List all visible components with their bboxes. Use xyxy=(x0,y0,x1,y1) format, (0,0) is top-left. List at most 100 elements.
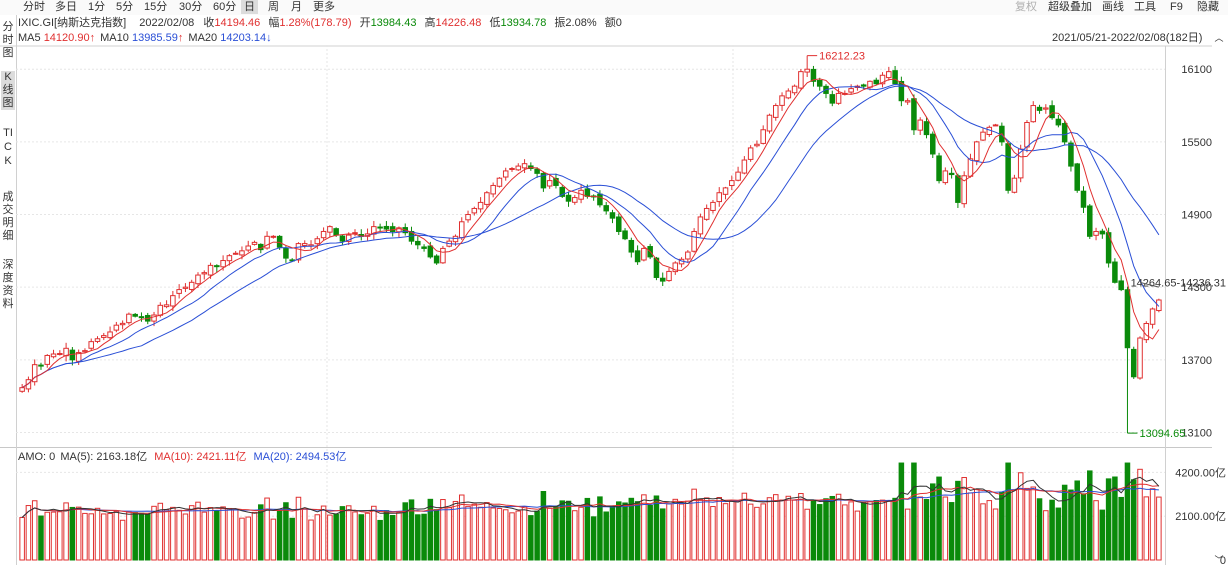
volume-bar-94 xyxy=(609,506,616,561)
candle-body-47 xyxy=(314,238,321,245)
period-tab-9[interactable]: 月 xyxy=(291,1,302,13)
candle-body-176 xyxy=(1124,289,1131,349)
price-tick-5: 16100 xyxy=(1181,64,1212,76)
volume-bar-71 xyxy=(465,505,471,561)
volume-bar-168 xyxy=(1074,480,1080,561)
candle-body-87 xyxy=(565,194,572,202)
volume-bar-14 xyxy=(107,513,113,561)
period-tab-6[interactable]: 60分 xyxy=(213,1,237,13)
candle-body-166 xyxy=(1061,122,1068,143)
candle-body-140 xyxy=(898,80,905,102)
candle-body-124 xyxy=(798,71,804,89)
candle-body-175 xyxy=(1118,280,1124,291)
volume-bar-135 xyxy=(867,501,873,561)
volume-bar-40 xyxy=(270,518,277,561)
candle-body-13 xyxy=(101,335,107,338)
volume-bar-165 xyxy=(1055,507,1062,561)
sidebar-item-0[interactable]: 分时图 xyxy=(2,21,14,59)
volume-bar-122 xyxy=(785,495,792,561)
volume-bar-107 xyxy=(691,488,697,561)
open-label: 开 xyxy=(359,17,371,29)
toolbar-button-5[interactable]: 隐藏 xyxy=(1197,1,1219,13)
candle-body-114 xyxy=(735,171,741,181)
volume-bar-159 xyxy=(1017,472,1024,561)
volume-bar-84 xyxy=(546,507,553,561)
sidebar-item-2[interactable]: TICK xyxy=(3,127,13,167)
period-tab-5[interactable]: 30分 xyxy=(179,1,203,13)
toolbar-button-2[interactable]: 画线 xyxy=(1102,1,1124,13)
toolbar-button-1[interactable]: 超级叠加 xyxy=(1048,1,1092,13)
volume-bar-121 xyxy=(779,499,785,561)
volume-bar-4 xyxy=(44,511,51,561)
period-tab-1[interactable]: 多日 xyxy=(55,1,77,13)
collapse-down-icon[interactable]: ﹀ xyxy=(1214,555,1224,565)
volume-bar-18 xyxy=(132,512,138,561)
period-tab-2[interactable]: 1分 xyxy=(88,1,106,13)
candle-body-163 xyxy=(1043,107,1049,110)
candle-body-116 xyxy=(747,147,754,160)
period-tab-3[interactable]: 5分 xyxy=(116,1,134,13)
volume-bar-160 xyxy=(1024,487,1030,561)
volume-bar-99 xyxy=(641,494,647,561)
volume-bar-109 xyxy=(703,497,710,561)
volume-bar-41 xyxy=(276,510,283,561)
candle-body-78 xyxy=(509,168,515,171)
candle-body-158 xyxy=(1011,177,1018,193)
volume-bar-125 xyxy=(804,508,810,561)
candle-body-112 xyxy=(722,187,729,195)
candle-body-111 xyxy=(716,192,723,203)
candle-body-157 xyxy=(1005,143,1011,191)
volume-bar-59 xyxy=(389,515,396,561)
volume-bar-57 xyxy=(377,519,383,561)
volume-bar-104 xyxy=(672,498,679,561)
volume-bar-32 xyxy=(220,506,226,561)
candle-body-5 xyxy=(50,353,57,358)
volume-bar-11 xyxy=(88,513,94,561)
volume-bar-114 xyxy=(735,500,741,561)
candle-body-77 xyxy=(502,170,509,178)
volume-bar-169 xyxy=(1080,493,1087,561)
volume-bar-148 xyxy=(948,502,955,561)
period-tab-0[interactable]: 分时 xyxy=(23,1,45,13)
volume-header: AMO: 0 MA(5): 2163.18亿 MA(10): 2421.11亿 … xyxy=(18,450,346,464)
candle-body-173 xyxy=(1105,232,1112,264)
toolbar-button-0[interactable]: 复权 xyxy=(1015,1,1037,13)
volume-bar-101 xyxy=(653,495,660,561)
sidebar-item-4[interactable]: 深度资料 xyxy=(2,259,14,310)
toolbar-button-3[interactable]: 工具 xyxy=(1134,1,1156,13)
volume-bar-156 xyxy=(999,491,1005,561)
candle-body-85 xyxy=(553,177,559,186)
volume-bar-69 xyxy=(452,500,459,561)
candle-body-4 xyxy=(44,354,51,365)
high-label: 高 xyxy=(424,17,436,29)
toolbar-button-4[interactable]: F9 xyxy=(1170,1,1183,13)
volume-bar-172 xyxy=(1099,509,1106,561)
volume-bar-7 xyxy=(63,502,69,561)
collapse-up-icon[interactable]: ︿ xyxy=(1214,33,1224,43)
symbol-name: IXIC.GI[纳斯达克指数] xyxy=(18,17,127,29)
period-tab-4[interactable]: 15分 xyxy=(144,1,168,13)
volume-bar-2 xyxy=(31,500,38,561)
volume-bar-144 xyxy=(923,499,930,561)
period-tab-8[interactable]: 周 xyxy=(268,1,279,13)
volume-tick-2: 4200.00亿 xyxy=(1175,466,1226,479)
candle-body-178 xyxy=(1137,337,1143,379)
period-tab-7[interactable]: 日 xyxy=(241,0,258,14)
sidebar-item-1[interactable]: K线图 xyxy=(1,71,15,110)
amplitude-label: 振 xyxy=(554,17,566,29)
volume-bar-174 xyxy=(1112,476,1118,561)
volume-bar-5 xyxy=(50,511,57,561)
candle-body-9 xyxy=(75,352,82,362)
candle-body-83 xyxy=(540,172,547,189)
sidebar-item-3[interactable]: 成交明细 xyxy=(2,191,14,242)
period-tab-10[interactable]: 更多 xyxy=(313,1,335,13)
candle-body-102 xyxy=(659,277,666,282)
volume-bar-153 xyxy=(980,503,986,561)
candle-body-96 xyxy=(622,230,628,240)
candle-body-74 xyxy=(484,192,490,205)
volume-bar-88 xyxy=(572,510,578,561)
volume-bar-35 xyxy=(239,517,245,561)
volume-bar-49 xyxy=(327,514,333,561)
volume-bar-130 xyxy=(835,493,842,561)
